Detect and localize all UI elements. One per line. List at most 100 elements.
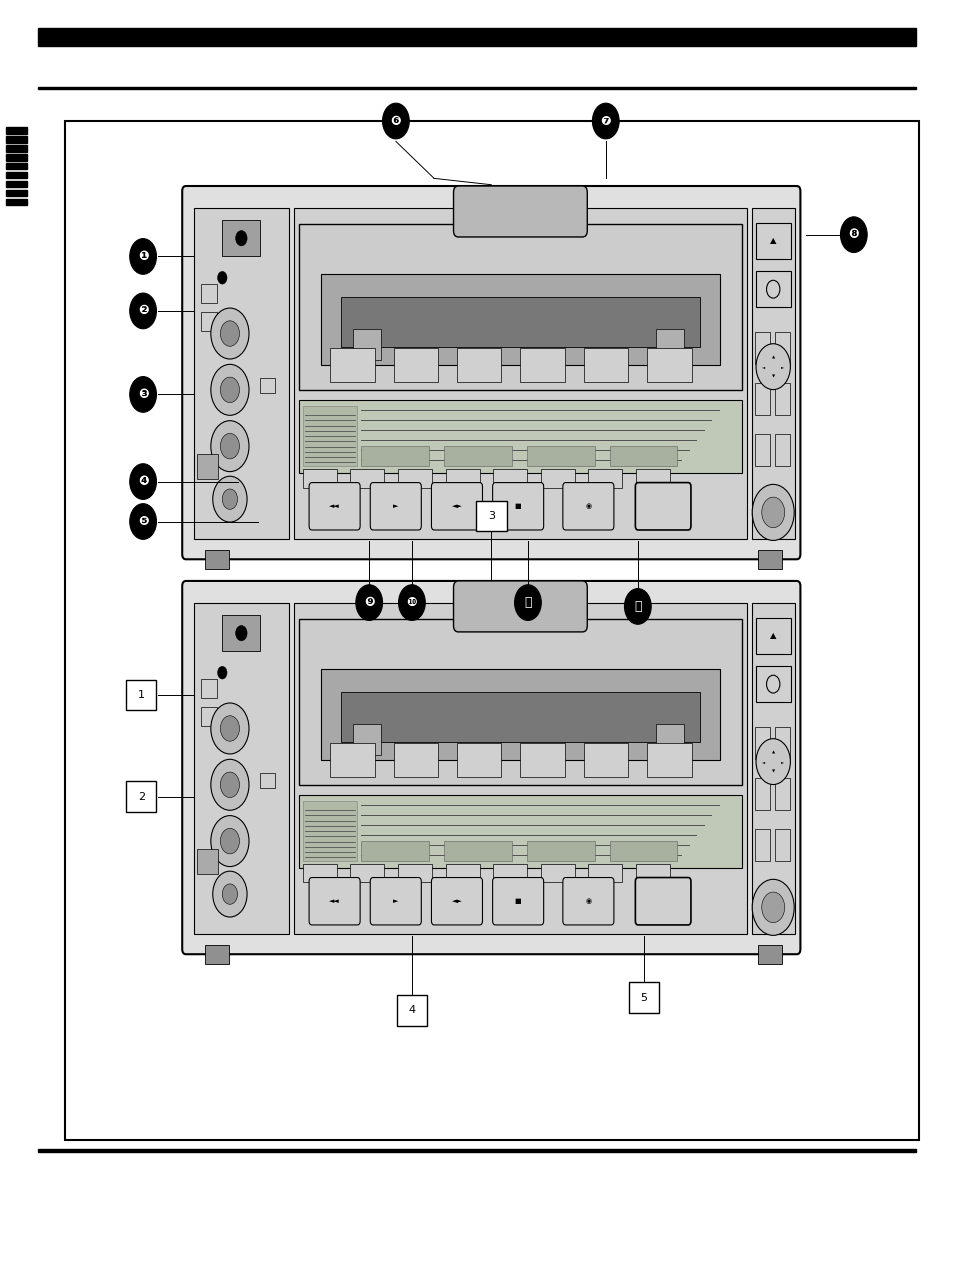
Circle shape [220,377,239,403]
Bar [126,781,156,812]
Bar [754,383,769,415]
Circle shape [220,828,239,854]
Text: ◄: ◄ [761,759,764,763]
Circle shape [220,772,239,798]
Text: ❽: ❽ [847,228,859,241]
Bar [646,348,691,382]
Circle shape [222,489,237,510]
Circle shape [235,626,247,641]
Bar [353,329,380,361]
Bar [444,841,511,861]
Text: ⓬: ⓬ [634,600,641,613]
Circle shape [624,589,651,624]
FancyBboxPatch shape [431,483,482,530]
Text: ❾: ❾ [363,596,375,609]
Bar [298,400,741,473]
Circle shape [211,703,249,754]
Bar [65,121,918,1140]
Text: ◄◄: ◄◄ [329,503,339,510]
Circle shape [761,892,783,922]
Bar [636,864,669,883]
Text: ◉: ◉ [585,503,591,510]
Bar [520,348,564,382]
Bar [205,550,229,569]
Circle shape [130,377,156,413]
Bar [197,454,218,479]
Bar [303,801,356,861]
Circle shape [761,497,783,527]
Text: ■: ■ [515,898,521,905]
Bar [755,271,790,307]
FancyBboxPatch shape [182,581,800,954]
Bar [656,724,683,755]
FancyBboxPatch shape [453,186,587,237]
Bar [526,446,594,466]
Bar [397,864,432,883]
Bar [298,795,741,868]
Bar [6,181,27,187]
Bar [222,220,260,256]
FancyBboxPatch shape [635,878,690,925]
Bar [583,348,627,382]
Bar [628,982,659,1013]
Bar [456,743,501,776]
Bar [758,945,781,964]
Bar [38,1149,915,1152]
Text: 3: 3 [487,511,495,521]
Bar [303,406,356,466]
Text: ▲: ▲ [769,236,776,246]
Bar [774,778,789,810]
Bar [774,434,789,466]
Text: ❺: ❺ [137,515,149,527]
FancyBboxPatch shape [562,483,614,530]
Bar [656,329,683,361]
Circle shape [220,716,239,741]
FancyBboxPatch shape [309,878,360,925]
Bar [320,274,720,364]
Bar [540,469,574,488]
Circle shape [211,815,249,866]
Circle shape [130,293,156,329]
Text: ◄◄: ◄◄ [329,898,339,905]
Circle shape [217,271,227,284]
Bar [6,127,27,134]
FancyBboxPatch shape [562,878,614,925]
Bar [588,469,621,488]
Bar [636,469,669,488]
Circle shape [755,344,789,390]
Bar [540,864,574,883]
Bar [754,778,769,810]
Circle shape [222,884,237,905]
Bar [298,224,741,390]
Bar [394,743,437,776]
Bar [758,550,781,569]
FancyBboxPatch shape [370,878,421,925]
Text: ◄: ◄ [761,364,764,368]
Bar [456,348,501,382]
Bar [320,669,720,759]
Bar [609,841,677,861]
Bar [193,208,289,539]
Bar [197,848,218,874]
Bar [755,618,790,654]
Text: 2: 2 [137,791,145,801]
Bar [294,603,746,934]
Bar [754,333,769,364]
Circle shape [211,420,249,471]
FancyBboxPatch shape [453,581,587,632]
Bar [396,995,427,1026]
Text: ❻: ❻ [390,115,401,127]
Bar [303,469,336,488]
Bar [340,297,700,347]
Bar [201,312,216,331]
Bar [6,190,27,196]
Bar [774,727,789,759]
Text: ❷: ❷ [137,304,149,317]
Text: 4: 4 [408,1005,416,1015]
Bar [444,446,511,466]
Bar [6,172,27,178]
Bar [493,864,527,883]
Text: ❶: ❶ [137,250,149,262]
Text: ▼: ▼ [771,375,774,378]
Bar [394,348,437,382]
